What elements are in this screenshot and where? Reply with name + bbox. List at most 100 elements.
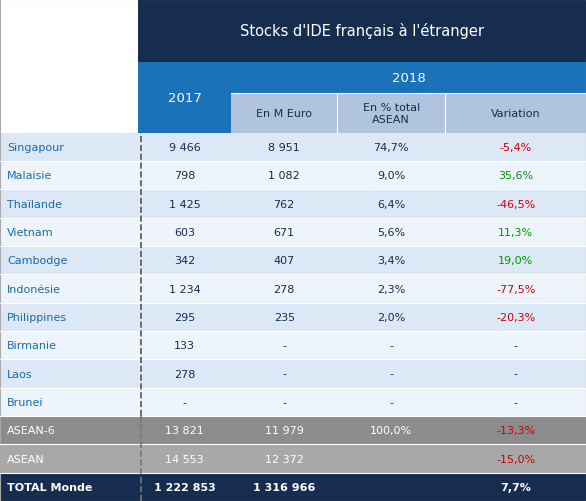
Bar <box>445 94 586 133</box>
Text: -46,5%: -46,5% <box>496 199 535 209</box>
Bar <box>231 246 337 275</box>
Bar <box>231 388 337 416</box>
Text: En M Euro: En M Euro <box>256 109 312 119</box>
Bar <box>337 162 445 190</box>
Bar <box>138 133 231 162</box>
Bar <box>0 275 138 303</box>
Bar <box>138 303 231 331</box>
Text: 2018: 2018 <box>392 72 425 85</box>
Bar <box>337 133 445 162</box>
Bar <box>138 388 231 416</box>
Text: 3,4%: 3,4% <box>377 256 406 266</box>
Bar <box>445 275 586 303</box>
Text: 8 951: 8 951 <box>268 143 300 153</box>
Text: -: - <box>514 397 517 407</box>
Text: 2017: 2017 <box>168 92 202 105</box>
Text: Philippines: Philippines <box>7 312 67 322</box>
Bar <box>138 190 231 218</box>
Bar <box>445 303 586 331</box>
Text: 6,4%: 6,4% <box>377 199 406 209</box>
Text: 11,3%: 11,3% <box>498 227 533 237</box>
Text: 603: 603 <box>174 227 195 237</box>
Text: Brunei: Brunei <box>7 397 43 407</box>
Text: Birmanie: Birmanie <box>7 341 57 351</box>
Bar <box>337 94 445 133</box>
Text: 1 316 966: 1 316 966 <box>253 482 315 492</box>
Text: Stocks d'IDE français à l'étranger: Stocks d'IDE français à l'étranger <box>240 24 484 40</box>
Text: Malaisie: Malaisie <box>7 171 52 181</box>
Bar <box>445 246 586 275</box>
Bar <box>138 218 231 246</box>
Text: 2,3%: 2,3% <box>377 284 406 294</box>
Bar <box>337 360 445 388</box>
Bar <box>0 360 138 388</box>
Bar <box>138 63 231 133</box>
Text: 100,0%: 100,0% <box>370 425 412 435</box>
Bar <box>445 388 586 416</box>
Text: -77,5%: -77,5% <box>496 284 536 294</box>
Bar <box>445 331 586 360</box>
Text: -: - <box>514 369 517 379</box>
Bar <box>138 360 231 388</box>
Bar <box>231 303 337 331</box>
Bar <box>231 162 337 190</box>
Bar <box>337 303 445 331</box>
Text: 671: 671 <box>274 227 295 237</box>
Bar <box>231 133 337 162</box>
Bar <box>445 162 586 190</box>
Text: -: - <box>282 369 286 379</box>
Text: -: - <box>183 397 186 407</box>
Bar <box>0 473 586 501</box>
Bar <box>138 275 231 303</box>
Text: 14 553: 14 553 <box>165 453 204 463</box>
Text: Thaïlande: Thaïlande <box>7 199 62 209</box>
Text: Laos: Laos <box>7 369 33 379</box>
Text: -13,3%: -13,3% <box>496 425 535 435</box>
Bar <box>445 133 586 162</box>
Bar <box>337 388 445 416</box>
Text: 798: 798 <box>174 171 195 181</box>
Bar <box>138 0 586 63</box>
Bar <box>231 331 337 360</box>
Text: En % total
ASEAN: En % total ASEAN <box>363 103 420 125</box>
Text: Cambodge: Cambodge <box>7 256 67 266</box>
Bar <box>337 246 445 275</box>
Bar <box>138 246 231 275</box>
Text: -: - <box>389 341 393 351</box>
Text: 342: 342 <box>174 256 195 266</box>
Bar <box>231 275 337 303</box>
Bar <box>337 190 445 218</box>
Text: -: - <box>389 397 393 407</box>
Text: 295: 295 <box>174 312 195 322</box>
Text: 9 466: 9 466 <box>169 143 200 153</box>
Text: -: - <box>389 369 393 379</box>
Text: TOTAL Monde: TOTAL Monde <box>7 482 93 492</box>
Text: -20,3%: -20,3% <box>496 312 535 322</box>
Text: 74,7%: 74,7% <box>373 143 409 153</box>
Text: Vietnam: Vietnam <box>7 227 54 237</box>
Bar <box>337 218 445 246</box>
Text: Singapour: Singapour <box>7 143 64 153</box>
Bar <box>0 331 138 360</box>
Text: 278: 278 <box>174 369 195 379</box>
Text: ASEAN: ASEAN <box>7 453 45 463</box>
Bar <box>231 190 337 218</box>
Text: 133: 133 <box>174 341 195 351</box>
Bar <box>0 0 138 63</box>
Text: -15,0%: -15,0% <box>496 453 535 463</box>
Bar <box>0 190 138 218</box>
Text: 9,0%: 9,0% <box>377 171 406 181</box>
Bar <box>231 94 337 133</box>
Bar <box>337 331 445 360</box>
Text: 1 234: 1 234 <box>169 284 200 294</box>
Bar <box>337 275 445 303</box>
Text: 11 979: 11 979 <box>265 425 304 435</box>
Text: 235: 235 <box>274 312 295 322</box>
Text: -: - <box>514 341 517 351</box>
Bar <box>0 388 138 416</box>
Text: 7,7%: 7,7% <box>500 482 531 492</box>
Bar <box>138 162 231 190</box>
Text: 1 222 853: 1 222 853 <box>154 482 216 492</box>
Bar <box>0 218 138 246</box>
Text: 1 425: 1 425 <box>169 199 200 209</box>
